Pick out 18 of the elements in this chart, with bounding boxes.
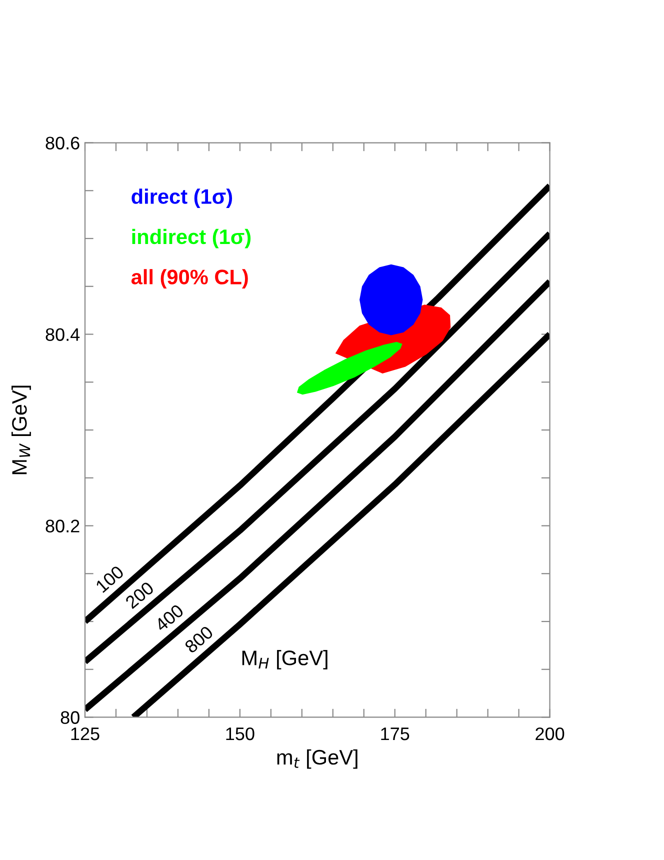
x-tick-label: 125 bbox=[71, 727, 100, 740]
y-tick-label: 80 bbox=[60, 711, 80, 724]
y-tick-label: 80.4 bbox=[46, 328, 80, 341]
text: all (90% CL) bbox=[131, 269, 248, 289]
annotation: M$_{H}$ [GeV] bbox=[242, 650, 328, 670]
text: 800 bbox=[184, 625, 214, 654]
text: 200 bbox=[124, 580, 155, 610]
text: indirect (1σ) bbox=[132, 228, 251, 248]
x-tick-label: 200 bbox=[536, 727, 564, 740]
x-tick-label: 175 bbox=[381, 728, 410, 740]
y-axis-title: M$_{W}$ [GeV] bbox=[12, 386, 31, 474]
text: 400 bbox=[154, 604, 184, 632]
y-tick-label: 80.6 bbox=[46, 136, 80, 150]
x-axis-title: m$_{t}$ [GeV] bbox=[277, 749, 358, 769]
x-tick-label: 150 bbox=[226, 727, 254, 740]
text: direct (1σ) bbox=[132, 188, 232, 208]
text: 100 bbox=[95, 564, 125, 594]
y-tick-label: 80.2 bbox=[46, 520, 80, 532]
